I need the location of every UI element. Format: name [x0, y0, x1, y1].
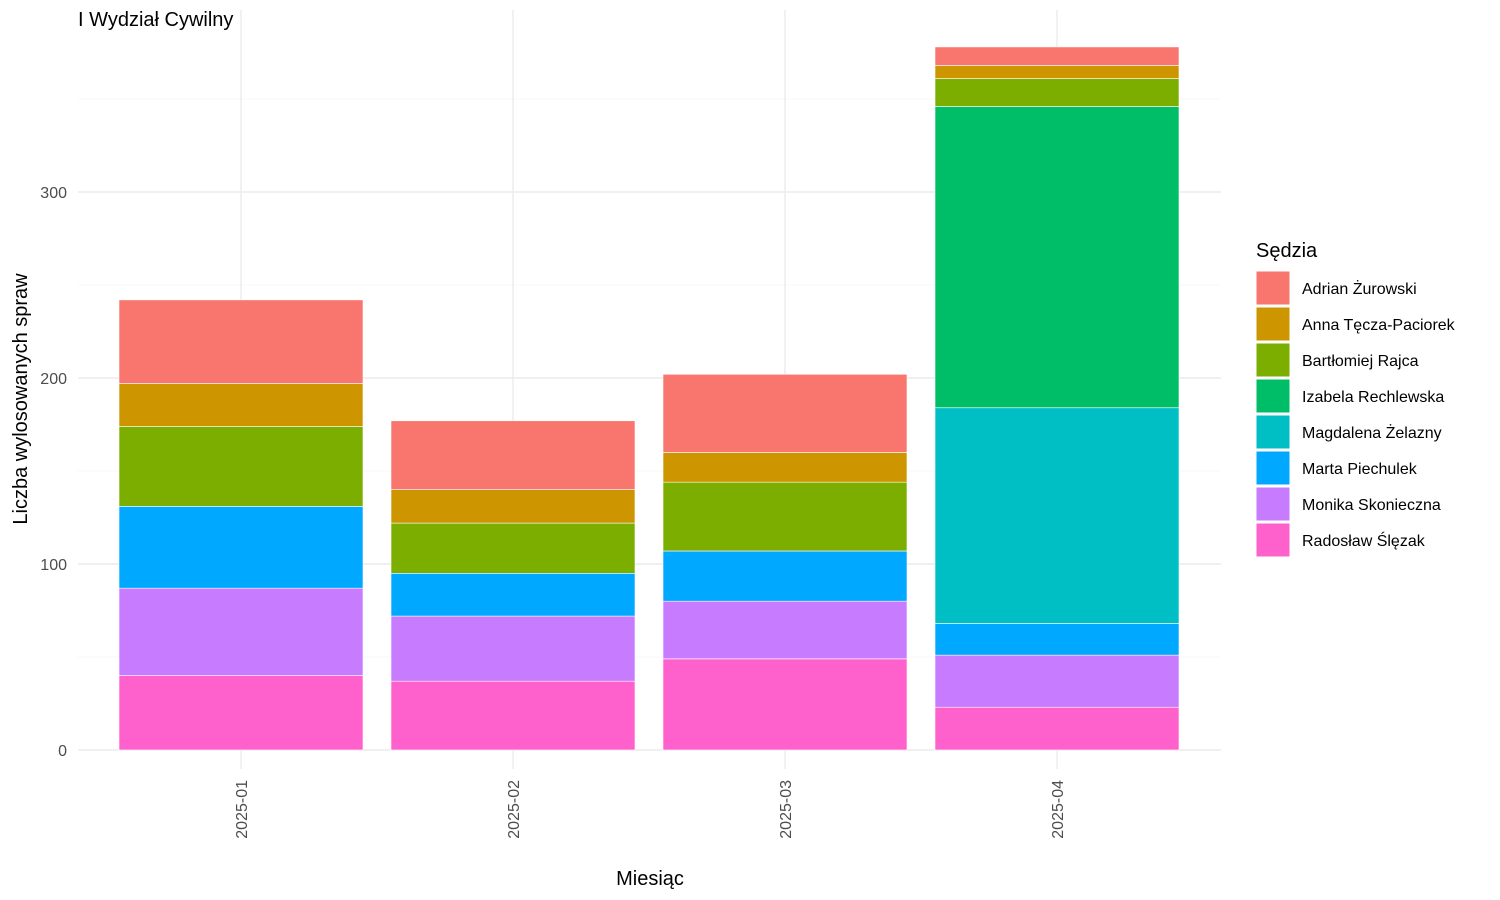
legend-key: [1255, 342, 1291, 378]
legend-label: Radosław Ślęzak: [1302, 531, 1426, 550]
bar-segment: [934, 623, 1180, 656]
y-axis-ticks: 0 100 200 300: [40, 185, 67, 760]
bar-segment: [118, 383, 364, 427]
bar-segment: [662, 373, 908, 453]
legend: Sędzia Adrian Żurowski Anna Tęcza-Paciore…: [1255, 240, 1456, 558]
bar-segment: [934, 65, 1180, 79]
x-axis-ticks: 2025-01 2025-02 2025-03 2025-04: [234, 780, 1067, 839]
y-tick-label: 200: [40, 371, 67, 388]
x-tick-label: 2025-03: [778, 780, 795, 839]
y-tick-label: 300: [40, 185, 67, 202]
legend-key: [1255, 270, 1291, 306]
legend-label: Anna Tęcza-Paciorek: [1302, 317, 1456, 334]
legend-key: [1255, 450, 1291, 486]
bar-segment: [934, 407, 1180, 624]
bar-segment: [662, 658, 908, 751]
bar-segment: [118, 675, 364, 751]
legend-label: Monika Skonieczna: [1302, 497, 1441, 514]
legend-label: Izabela Rechlewska: [1302, 389, 1444, 406]
bar-segment: [662, 550, 908, 602]
legend-title: Sędzia: [1256, 240, 1318, 262]
x-axis-title: Miesiąc: [616, 868, 684, 890]
bar-segment: [662, 481, 908, 552]
y-axis-title: Liczba wylosowanych spraw: [10, 273, 32, 525]
legend-label: Magdalena Żelazny: [1302, 423, 1442, 442]
y-tick-label: 100: [40, 557, 67, 574]
bar-segment: [118, 426, 364, 507]
legend-key: [1255, 414, 1291, 450]
legend-key: [1255, 306, 1291, 342]
y-tick-label: 0: [58, 743, 67, 760]
bars-group: [118, 46, 1180, 751]
bar-segment: [390, 680, 636, 751]
x-tick-label: 2025-01: [234, 780, 251, 839]
legend-key: [1255, 522, 1291, 558]
x-tick-label: 2025-02: [506, 780, 523, 839]
bar-segment: [934, 78, 1180, 107]
bar-segment: [662, 452, 908, 483]
bar-segment: [390, 489, 636, 524]
bar-segment: [934, 706, 1180, 751]
bar-segment: [118, 506, 364, 589]
bar-segment: [934, 106, 1180, 409]
panel-title: I Wydział Cywilny: [78, 9, 233, 31]
bar-segment: [662, 600, 908, 660]
bar-segment: [390, 572, 636, 617]
legend-label: Bartłomiej Rajca: [1302, 353, 1419, 370]
bar-segment: [118, 587, 364, 676]
legend-key: [1255, 378, 1291, 414]
bar-segment: [390, 615, 636, 682]
legend-label: Marta Piechulek: [1302, 461, 1418, 478]
bar-segment: [118, 299, 364, 384]
legend-key: [1255, 486, 1291, 522]
bar-segment: [934, 46, 1180, 66]
bar-segment: [934, 654, 1180, 708]
bar-segment: [390, 522, 636, 574]
bar-segment: [390, 420, 636, 490]
x-tick-label: 2025-04: [1050, 780, 1067, 839]
legend-label: Adrian Żurowski: [1302, 279, 1417, 298]
